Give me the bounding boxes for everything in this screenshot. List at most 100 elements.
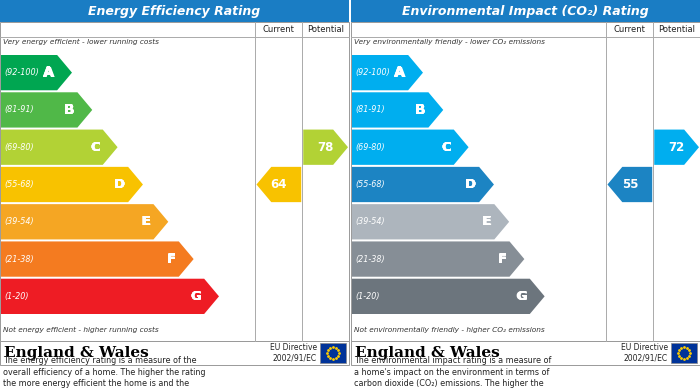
Text: B: B [64, 103, 74, 117]
Polygon shape [352, 204, 509, 239]
Text: D: D [114, 178, 125, 191]
Text: F: F [167, 253, 176, 265]
Text: 55: 55 [622, 178, 638, 191]
Text: (81-91): (81-91) [4, 106, 34, 115]
Text: C: C [90, 141, 99, 154]
Polygon shape [352, 129, 468, 165]
Text: (21-38): (21-38) [4, 255, 34, 264]
Text: (69-80): (69-80) [355, 143, 384, 152]
Text: A: A [395, 66, 405, 80]
Text: (55-68): (55-68) [4, 180, 34, 189]
Text: G: G [190, 290, 201, 303]
Text: F: F [498, 253, 507, 265]
Bar [351, 22, 700, 341]
Text: C: C [90, 141, 100, 154]
Text: G: G [516, 290, 526, 303]
Text: C: C [90, 141, 100, 154]
Text: A: A [43, 66, 54, 80]
Text: EU Directive
2002/91/EC: EU Directive 2002/91/EC [621, 343, 668, 363]
Text: G: G [190, 290, 201, 303]
Text: B: B [414, 103, 426, 117]
Text: England & Wales: England & Wales [355, 346, 500, 360]
Polygon shape [352, 167, 494, 202]
Text: D: D [465, 178, 476, 191]
Text: Potential: Potential [658, 25, 695, 34]
Text: E: E [141, 215, 150, 228]
Text: B: B [415, 103, 426, 117]
Text: (1-20): (1-20) [355, 292, 379, 301]
Text: A: A [43, 66, 54, 80]
Text: E: E [141, 215, 150, 228]
Polygon shape [352, 92, 443, 127]
Text: B: B [64, 103, 74, 117]
Polygon shape [1, 129, 118, 165]
Text: B: B [415, 103, 426, 117]
Text: C: C [441, 140, 451, 154]
Text: A: A [43, 66, 54, 80]
Polygon shape [1, 167, 143, 202]
Text: B: B [415, 103, 426, 117]
Text: F: F [497, 253, 506, 265]
Bar [320, 343, 346, 363]
Text: (39-54): (39-54) [355, 217, 384, 226]
Polygon shape [654, 129, 699, 165]
Text: F: F [167, 253, 176, 265]
Text: D: D [114, 178, 125, 191]
Text: (81-91): (81-91) [355, 106, 384, 115]
Text: G: G [516, 290, 527, 303]
Text: (21-38): (21-38) [355, 255, 384, 264]
Text: A: A [394, 66, 405, 80]
Text: D: D [465, 178, 476, 191]
Polygon shape [608, 167, 652, 202]
Text: G: G [190, 290, 201, 303]
Text: 72: 72 [668, 141, 685, 154]
Text: C: C [441, 141, 451, 154]
Text: Current: Current [614, 25, 646, 34]
Text: (92-100): (92-100) [355, 68, 390, 77]
Text: Current: Current [263, 25, 295, 34]
Polygon shape [352, 55, 423, 90]
Text: England & Wales: England & Wales [4, 346, 148, 360]
Polygon shape [1, 204, 168, 239]
Text: C: C [441, 141, 451, 154]
Text: F: F [167, 253, 176, 265]
Text: G: G [516, 290, 527, 303]
Text: D: D [465, 178, 476, 191]
Text: EU Directive
2002/91/EC: EU Directive 2002/91/EC [270, 343, 317, 363]
Bar [351, 341, 700, 365]
Text: (92-100): (92-100) [4, 68, 39, 77]
Polygon shape [352, 241, 524, 277]
Text: D: D [114, 178, 125, 191]
Bar [0, 0, 349, 22]
Text: E: E [482, 215, 491, 228]
Text: E: E [141, 215, 150, 228]
Polygon shape [1, 55, 72, 90]
Text: B: B [64, 103, 74, 117]
Text: B: B [64, 103, 74, 117]
Text: Not energy efficient - higher running costs: Not energy efficient - higher running co… [3, 327, 159, 333]
Text: 78: 78 [317, 141, 334, 154]
Polygon shape [1, 279, 219, 314]
Text: Very environmentally friendly - lower CO₂ emissions: Very environmentally friendly - lower CO… [354, 39, 545, 45]
Polygon shape [256, 167, 301, 202]
Text: (55-68): (55-68) [355, 180, 384, 189]
Bar [671, 343, 697, 363]
Text: E: E [482, 215, 491, 228]
Text: A: A [43, 66, 54, 79]
Text: (39-54): (39-54) [4, 217, 34, 226]
Text: C: C [441, 141, 451, 154]
Text: A: A [43, 66, 55, 80]
Text: D: D [465, 178, 476, 191]
Bar [0, 341, 349, 365]
Polygon shape [1, 241, 194, 277]
Text: F: F [498, 253, 507, 265]
Text: E: E [141, 215, 150, 228]
Bar [0, 22, 349, 341]
Text: The energy efficiency rating is a measure of the
overall efficiency of a home. T: The energy efficiency rating is a measur… [3, 356, 206, 391]
Text: F: F [498, 253, 507, 265]
Text: The environmental impact rating is a measure of
a home's impact on the environme: The environmental impact rating is a mea… [354, 356, 552, 391]
Text: B: B [64, 103, 75, 117]
Text: F: F [167, 253, 176, 266]
Text: E: E [482, 215, 491, 228]
Text: B: B [415, 103, 426, 117]
